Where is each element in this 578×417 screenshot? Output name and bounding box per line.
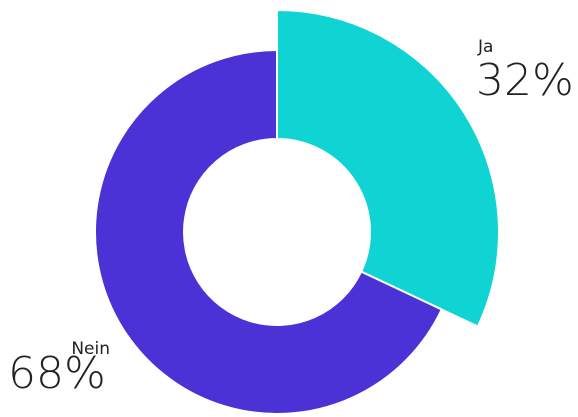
- slice-name: Nein: [71, 339, 110, 359]
- slice-value-label: 32%: [476, 55, 574, 106]
- slice-name: Ja: [477, 37, 493, 57]
- donut-slice: [94, 48, 444, 415]
- slice-value-label: 68%: [8, 348, 106, 399]
- donut-slice: [276, 8, 500, 328]
